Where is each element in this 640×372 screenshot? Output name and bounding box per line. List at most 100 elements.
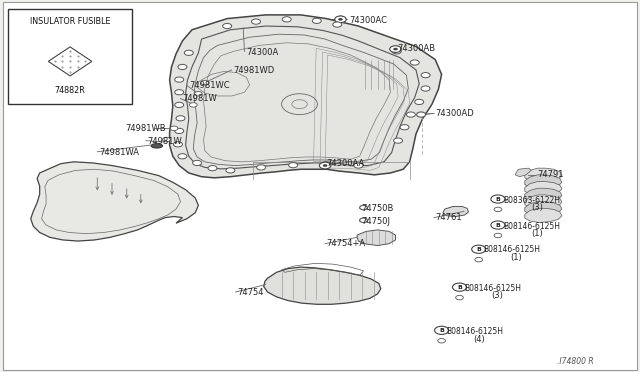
Circle shape: [163, 137, 170, 142]
Text: B08146-6125H: B08146-6125H: [464, 284, 521, 293]
Polygon shape: [525, 208, 562, 222]
Circle shape: [175, 77, 184, 82]
Polygon shape: [49, 47, 92, 76]
Text: B08146-6125H: B08146-6125H: [446, 327, 503, 336]
Circle shape: [354, 163, 363, 168]
Circle shape: [282, 17, 291, 22]
Text: 74750J: 74750J: [362, 217, 390, 226]
Circle shape: [208, 166, 217, 171]
Circle shape: [223, 23, 232, 29]
Text: B: B: [476, 247, 481, 252]
Polygon shape: [525, 182, 562, 196]
Polygon shape: [525, 202, 562, 216]
Text: B08363-6122H: B08363-6122H: [504, 196, 561, 205]
Circle shape: [289, 163, 298, 168]
Circle shape: [184, 50, 193, 55]
Text: 74754: 74754: [237, 288, 263, 296]
Text: B: B: [439, 328, 444, 333]
Circle shape: [193, 160, 202, 166]
Circle shape: [494, 233, 502, 238]
Text: B: B: [457, 285, 462, 290]
Circle shape: [491, 195, 505, 203]
Circle shape: [175, 102, 184, 108]
Circle shape: [175, 128, 184, 134]
Text: B08146-6125H: B08146-6125H: [483, 246, 540, 254]
Circle shape: [392, 49, 401, 54]
Text: 74300AA: 74300AA: [326, 159, 365, 168]
Circle shape: [333, 22, 342, 27]
Text: (4): (4): [474, 335, 485, 344]
Circle shape: [322, 162, 331, 167]
Text: B: B: [495, 196, 500, 202]
Text: 74300A: 74300A: [246, 48, 278, 57]
Text: B: B: [495, 222, 500, 228]
Text: 74981W: 74981W: [182, 94, 217, 103]
Circle shape: [410, 60, 419, 65]
Text: 74300AC: 74300AC: [349, 16, 387, 25]
Circle shape: [195, 92, 202, 96]
Polygon shape: [170, 15, 442, 178]
Text: B08146-6125H: B08146-6125H: [504, 222, 561, 231]
Text: (1): (1): [531, 229, 543, 238]
Circle shape: [456, 295, 463, 300]
Circle shape: [312, 18, 321, 23]
Circle shape: [491, 221, 505, 229]
Polygon shape: [264, 267, 381, 304]
Text: 74754+A: 74754+A: [326, 239, 365, 248]
Circle shape: [438, 339, 445, 343]
Circle shape: [360, 218, 367, 222]
Polygon shape: [525, 195, 562, 209]
Text: 74300AD: 74300AD: [435, 109, 474, 118]
Circle shape: [472, 245, 486, 253]
Circle shape: [178, 154, 187, 159]
Text: 74791: 74791: [538, 170, 564, 179]
Text: (3): (3): [531, 203, 543, 212]
Circle shape: [189, 103, 197, 107]
Circle shape: [415, 99, 424, 105]
Polygon shape: [525, 168, 562, 182]
Text: 74981WD: 74981WD: [234, 66, 275, 75]
Polygon shape: [31, 162, 198, 241]
Text: 74981WA: 74981WA: [99, 148, 140, 157]
Circle shape: [338, 18, 343, 21]
Circle shape: [360, 205, 367, 210]
Polygon shape: [443, 206, 468, 217]
Circle shape: [173, 142, 182, 147]
Circle shape: [421, 86, 430, 91]
Circle shape: [394, 138, 403, 143]
Circle shape: [201, 80, 209, 85]
Polygon shape: [515, 168, 531, 177]
Circle shape: [400, 125, 409, 130]
Circle shape: [475, 257, 483, 262]
Text: (3): (3): [492, 291, 504, 300]
Text: 74981WC: 74981WC: [189, 81, 229, 90]
Circle shape: [494, 207, 502, 212]
Ellipse shape: [151, 144, 163, 148]
Text: (1): (1): [511, 253, 522, 262]
Text: .I74800 R: .I74800 R: [557, 357, 593, 366]
Circle shape: [452, 283, 467, 291]
Circle shape: [176, 116, 185, 121]
FancyBboxPatch shape: [8, 9, 132, 104]
Circle shape: [319, 162, 331, 169]
Circle shape: [390, 46, 401, 52]
Circle shape: [435, 326, 449, 334]
Circle shape: [252, 19, 260, 24]
Circle shape: [417, 112, 426, 117]
Polygon shape: [357, 230, 396, 246]
Polygon shape: [525, 175, 562, 189]
Text: 74981W: 74981W: [147, 137, 182, 146]
FancyBboxPatch shape: [3, 2, 637, 370]
Text: 74750B: 74750B: [362, 204, 394, 213]
Circle shape: [406, 112, 415, 117]
Circle shape: [226, 168, 235, 173]
Circle shape: [335, 16, 346, 23]
Circle shape: [175, 90, 184, 95]
Text: INSULATOR FUSIBLE: INSULATOR FUSIBLE: [30, 17, 110, 26]
Circle shape: [257, 165, 266, 170]
Polygon shape: [525, 188, 562, 202]
Text: 74882R: 74882R: [54, 86, 86, 95]
Circle shape: [170, 126, 178, 131]
Text: 74761: 74761: [435, 213, 462, 222]
Circle shape: [393, 48, 398, 51]
